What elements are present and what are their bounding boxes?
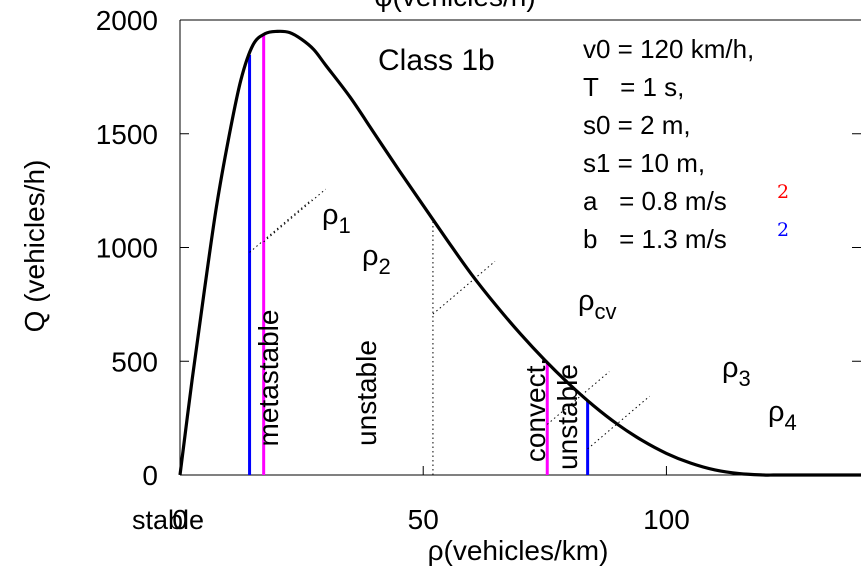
- density-label: ρ4: [768, 396, 797, 435]
- region-label-stable: stable: [132, 505, 204, 535]
- critical-density-lines: [248, 35, 650, 475]
- y-axis-label: Q (vehicles/h): [19, 160, 50, 333]
- parameter-superscript: 2: [777, 181, 789, 203]
- y-tick-labels: 0 500 1000 1500 2000: [96, 5, 158, 491]
- flow-density-curve: [178, 29, 861, 477]
- density-leader-line: [587, 395, 650, 450]
- density-label: ρcv: [578, 285, 617, 324]
- parameter-entry: v0 = 120 km/h,: [583, 34, 754, 64]
- parameter-entry: T = 1 s,: [583, 72, 684, 102]
- density-label: ρ1: [322, 199, 351, 238]
- critical-density-labels: ρ1 ρ2 ρcv ρ3 ρ4: [322, 199, 797, 435]
- chart-title: Class 1b: [378, 44, 495, 77]
- density-leader-line: [432, 260, 496, 315]
- x-axis-label: ρ(vehicles/km): [428, 535, 609, 566]
- density-label: ρ2: [362, 240, 391, 279]
- x-tick-label: 50: [408, 504, 439, 535]
- parameter-superscript: 2: [777, 219, 789, 241]
- density-leader-line: [263, 188, 326, 243]
- parameter-entry: s1 = 10 m,: [583, 148, 705, 178]
- parameter-list: v0 = 120 km/h, T = 1 s, s0 = 2 m, s1 = 10 m…: [583, 34, 789, 254]
- density-leader-line: [249, 199, 312, 253]
- parameter-entry: a = 0.8 m/s: [583, 186, 727, 216]
- x-tick-label: 100: [643, 504, 690, 535]
- y-tick-label: 1000: [96, 233, 158, 264]
- x-tick-labels: 0 50 100: [172, 504, 690, 535]
- x-tick-label: 0: [172, 504, 188, 535]
- density-leader-line: [546, 371, 610, 425]
- y-tick-label: 1500: [96, 119, 158, 150]
- top-partial-label: φ(vehicles/h): [374, 0, 535, 12]
- density-label: ρ3: [722, 352, 751, 391]
- region-label-unstable-2: unstable: [552, 364, 583, 470]
- region-label-metastable: metastable: [253, 310, 284, 447]
- y-tick-label: 2000: [96, 5, 158, 36]
- y-tick-label: 0: [142, 460, 158, 491]
- y-tick-label: 500: [111, 346, 158, 377]
- region-label-unstable: unstable: [351, 340, 382, 446]
- parameter-entry: s0 = 2 m,: [583, 110, 691, 140]
- region-label-convect: convect.: [520, 358, 551, 462]
- parameter-entry: b = 1.3 m/s: [583, 224, 727, 254]
